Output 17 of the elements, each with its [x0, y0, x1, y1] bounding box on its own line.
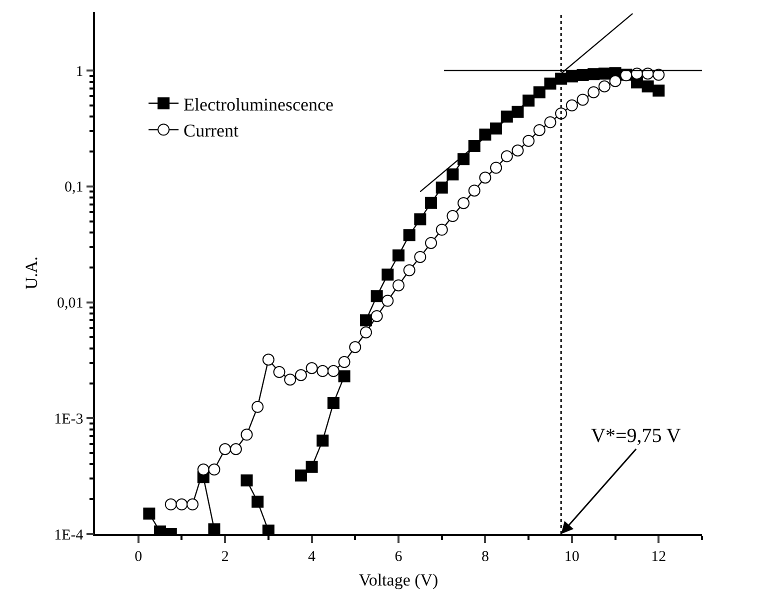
- y-tick-label: 0,01: [57, 296, 84, 312]
- y-tick-label: 1: [76, 64, 84, 80]
- x-tick-label: 10: [564, 548, 580, 565]
- y-tick-label: 0,1: [64, 180, 84, 196]
- x-tick-label: 8: [481, 548, 489, 565]
- legend-label: Electroluminescence: [184, 94, 334, 114]
- y-tick-label: 1E-3: [54, 411, 84, 428]
- x-tick-label: 6: [394, 548, 403, 565]
- x-tick-label: 4: [308, 548, 316, 565]
- legend-label: Current: [184, 120, 239, 141]
- x-axis-title: Voltage (V): [358, 570, 438, 590]
- annotation: V*=9,75 V: [591, 425, 682, 447]
- y-axis-title: U.A.: [22, 256, 42, 290]
- x-tick-label: 2: [221, 548, 229, 565]
- x-tick-label: 0: [134, 548, 142, 565]
- x-tick-label: 12: [651, 548, 666, 565]
- y-tick-label: 1E-4: [54, 527, 84, 544]
